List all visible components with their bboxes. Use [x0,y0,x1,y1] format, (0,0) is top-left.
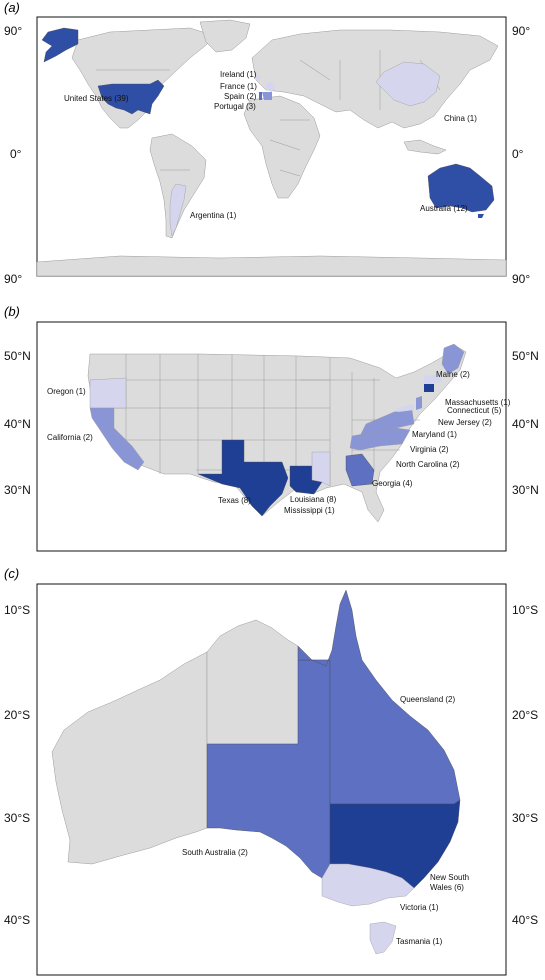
label-massachusetts: Massachusetts (1) [445,398,511,407]
region-oregon [89,377,127,409]
region-tasmania [369,921,397,955]
panel-c-australia-map: (c) 10°S 20°S 30°S 40°S 10°S 20°S 30°S 4… [4,566,538,976]
region-northern-territory [206,619,299,745]
region-ireland [255,75,260,80]
label-california: California (2) [47,433,93,442]
panel-b-tick-right-40n: 40°N [512,417,539,431]
label-queensland: Queensland (2) [400,695,455,704]
region-connecticut [424,384,434,392]
label-china: China (1) [444,114,477,123]
label-connecticut: Connecticut (5) [447,406,502,415]
label-new-jersey: New Jersey (2) [438,418,492,427]
label-argentina: Argentina (1) [190,211,237,220]
region-california [89,407,145,471]
panel-a-letter: (a) [4,0,20,15]
label-maryland: Maryland (1) [412,430,457,439]
panel-c-letter: (c) [4,566,19,581]
antarctica-landmass [36,255,507,277]
label-south-australia: South Australia (2) [182,848,248,857]
africa-landmass [243,95,321,199]
panel-a-tick-left-equator: 0° [10,147,22,161]
label-tasmania: Tasmania (1) [396,937,443,946]
region-georgia [345,453,375,487]
region-maryland [396,404,414,412]
panel-b-tick-left-30n: 30°N [4,483,31,497]
panel-b-letter: (b) [4,304,20,319]
panel-c-tick-right-40s: 40°S [512,913,538,927]
panel-c-tick-left-40s: 40°S [4,913,30,927]
panel-c-tick-right-30s: 30°S [512,811,538,825]
panel-c-tick-right-20s: 20°S [512,708,538,722]
panel-b-usa-map: (b) 50°N 40°N 30°N 50°N 40°N 30°N Oregon… [4,304,539,552]
label-new-south-wales-line2: Wales (6) [430,883,464,892]
panel-b-tick-left-50n: 50°N [4,349,31,363]
region-mississippi [311,451,331,487]
panel-a-tick-left-south: 90° [4,272,22,286]
region-alaska [41,27,79,63]
panel-c-tick-right-10s: 10°S [512,603,538,617]
label-oregon: Oregon (1) [47,387,86,396]
label-spain: Spain (2) [224,92,257,101]
panel-a-world-map: (a) 90° 0° 90° 90° 0° 90° United States … [4,0,530,286]
region-argentina [169,183,187,237]
region-china [375,61,441,107]
label-mississippi: Mississippi (1) [284,506,335,515]
panel-b-tick-right-50n: 50°N [512,349,539,363]
region-new-jersey [416,396,422,410]
label-ireland: Ireland (1) [220,70,257,79]
panel-a-tick-left-north: 90° [4,24,22,38]
region-north-carolina [349,427,411,451]
region-victoria [321,863,415,907]
label-virginia: Virginia (2) [410,445,449,454]
panel-c-tick-left-20s: 20°S [4,708,30,722]
label-france: France (1) [220,82,257,91]
panel-b-tick-left-40n: 40°N [4,417,31,431]
region-france [266,82,276,92]
region-virginia [359,409,415,437]
region-united-states [97,79,165,115]
region-tasmania-world [478,214,484,218]
panel-a-tick-right-south: 90° [512,272,530,286]
label-maine: Maine (2) [436,370,470,379]
region-massachusetts [424,374,442,384]
label-north-carolina: North Carolina (2) [396,460,460,469]
region-western-australia [51,651,208,865]
label-georgia: Georgia (4) [372,479,413,488]
label-victoria: Victoria (1) [400,903,439,912]
eurasia-landmass [251,29,499,129]
label-louisiana: Louisiana (8) [290,495,337,504]
label-texas: Texas (8) [218,496,251,505]
label-portugal: Portugal (3) [214,102,256,111]
region-texas [197,439,289,517]
panel-a-tick-right-north: 90° [512,24,530,38]
panel-c-tick-left-10s: 10°S [4,603,30,617]
label-australia: Australia (12) [420,204,468,213]
region-portugal [259,92,262,100]
region-spain [262,92,272,100]
indonesia-landmass [403,139,447,155]
panel-a-tick-right-equator: 0° [512,147,524,161]
greenland-landmass [199,19,251,53]
region-australia [427,163,495,213]
panel-b-tick-right-30n: 30°N [512,483,539,497]
label-united-states: United States (39) [64,94,129,103]
label-new-south-wales-line1: New South [430,873,469,882]
region-maine [441,343,465,375]
panel-c-tick-left-30s: 30°S [4,811,30,825]
